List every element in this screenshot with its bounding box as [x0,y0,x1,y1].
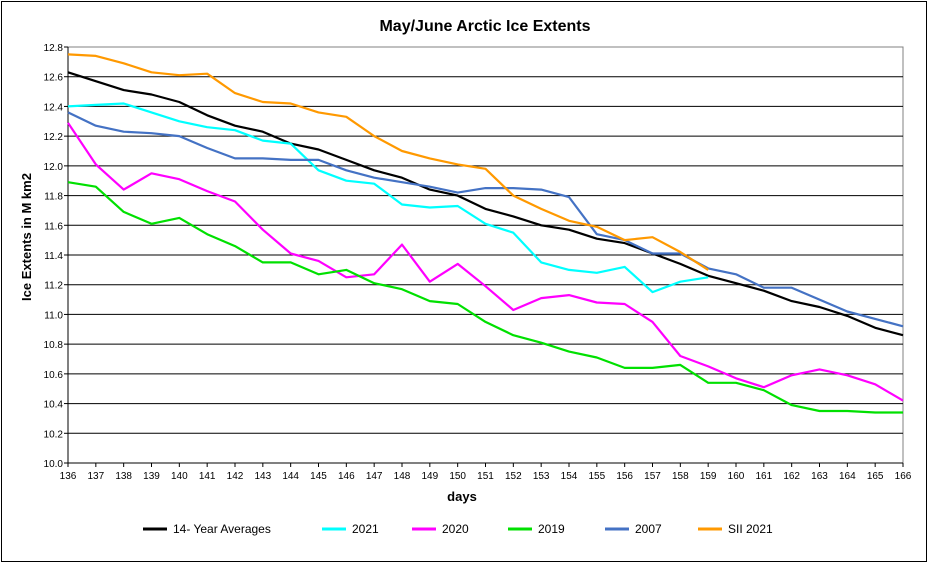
y-tick-label: 11.8 [44,192,63,203]
y-axis-label: Ice Extents in M km2 [19,173,34,301]
legend-label: 14- Year Averages [173,522,271,536]
x-tick-label: 161 [755,471,772,482]
x-tick-label: 137 [87,471,104,482]
x-tick-label: 138 [115,471,132,482]
x-axis-label: days [447,489,477,504]
y-tick-label: 11.0 [44,310,63,321]
x-tick-label: 164 [839,471,856,482]
x-tick-label: 163 [811,471,828,482]
x-tick-label: 158 [672,471,689,482]
y-tick-label: 11.6 [44,221,63,232]
x-tick-label: 150 [449,471,466,482]
chart-title: May/June Arctic Ice Extents [379,18,590,35]
x-tick-label: 142 [227,471,244,482]
series-line-2020 [67,122,904,402]
y-tick-label: 10.4 [44,400,64,411]
y-tick-label: 12.2 [44,132,64,143]
x-tick-label: 139 [143,471,160,482]
x-tick-label: 152 [505,471,522,482]
legend-label: 2020 [442,522,469,536]
x-tick-label: 141 [199,471,216,482]
x-tick-label: 146 [338,471,355,482]
series-line-14-year-averages [67,71,904,337]
x-tick-label: 154 [561,471,578,482]
x-tick-label: 156 [616,471,633,482]
y-tick-label: 12.0 [44,162,64,173]
y-tick-label: 10.6 [44,370,64,381]
x-tick-label: 147 [366,471,383,482]
x-tick-label: 144 [282,471,299,482]
x-tick-label: 143 [254,471,271,482]
x-tick-label: 162 [783,471,800,482]
y-tick-label: 12.6 [44,73,64,84]
x-tick-label: 160 [728,471,745,482]
legend-label: SII 2021 [728,522,773,536]
x-tick-label: 149 [421,471,438,482]
y-tick-label: 12.4 [44,102,64,113]
x-tick-label: 155 [588,471,605,482]
series-line-2019 [67,181,903,414]
series-line-2021 [67,102,709,294]
x-tick-label: 145 [310,471,327,482]
x-tick-label: 148 [394,471,411,482]
x-tick-label: 165 [867,471,884,482]
y-tick-label: 11.4 [44,251,63,262]
x-tick-label: 157 [644,471,661,482]
x-tick-label: 159 [700,471,717,482]
legend: 14- Year Averages 2021 2020 2019 2007 SII 202… [143,522,773,536]
y-tick-label: 11.2 [44,281,63,292]
y-tick-label: 10.0 [44,459,64,470]
y-tick-label: 10.2 [44,429,64,440]
x-tick-label: 140 [171,471,188,482]
legend-label: 2007 [635,522,662,536]
x-tick-label: 151 [477,471,494,482]
x-tick-label: 153 [533,471,550,482]
x-tick-label: 166 [895,471,912,482]
y-tick-label: 12.8 [44,43,64,54]
legend-label: 2021 [352,522,379,536]
legend-label: 2019 [538,522,565,536]
y-tick-label: 10.8 [44,340,64,351]
series-line-sii-2021 [67,53,709,271]
series-line-2007 [67,111,904,328]
x-tick-label: 136 [60,471,77,482]
